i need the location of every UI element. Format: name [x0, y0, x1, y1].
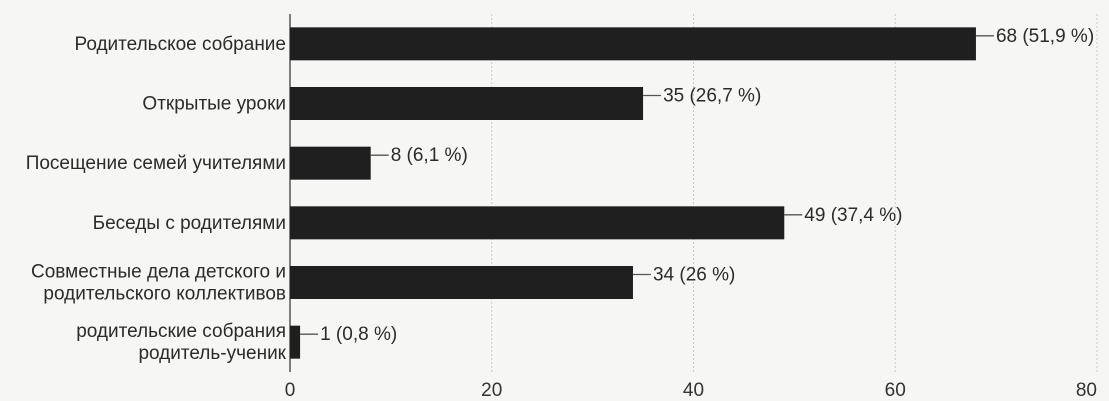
category-label: Открытые уроки	[142, 94, 286, 115]
bar	[290, 325, 301, 359]
x-tick-label: 0	[285, 380, 296, 401]
x-tick-label: 60	[885, 380, 906, 401]
category-label: Совместные дела детского и	[31, 262, 286, 283]
bar	[290, 266, 633, 299]
category-label: родительские собрания	[76, 321, 286, 342]
category-label: родитель-ученик	[138, 343, 286, 364]
x-tick-label: 20	[481, 380, 502, 401]
data-label: 8 (6,1 %)	[391, 145, 468, 166]
x-tick-label: 80	[1076, 380, 1097, 401]
bar	[290, 146, 371, 180]
category-label: Посещение семей учителями	[26, 153, 286, 174]
x-tick-label: 40	[683, 380, 704, 401]
bar	[290, 87, 644, 120]
data-label: 34 (26 %)	[653, 265, 735, 286]
data-label: 1 (0,8 %)	[320, 324, 397, 345]
data-label: 35 (26,7 %)	[663, 86, 761, 107]
category-label: Родительское собрание	[74, 34, 286, 55]
bar	[290, 206, 785, 240]
data-label: 68 (51,9 %)	[996, 26, 1094, 47]
bar	[290, 27, 976, 61]
category-label: родительского коллективов	[43, 284, 286, 305]
data-label: 49 (37,4 %)	[804, 205, 902, 226]
category-label: Беседы с родителями	[93, 213, 286, 234]
